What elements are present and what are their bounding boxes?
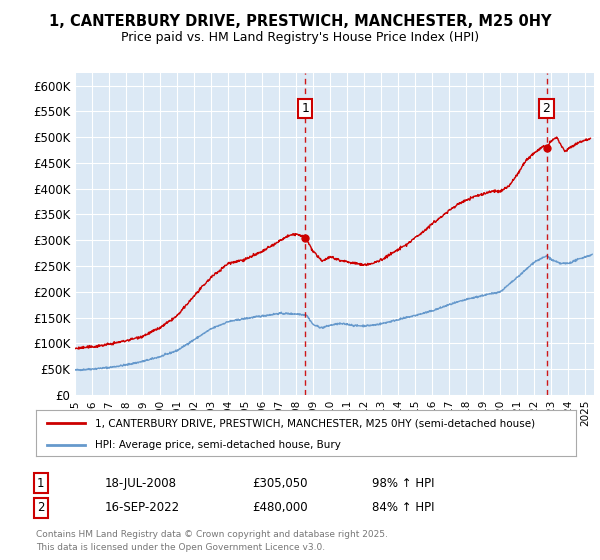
Text: £480,000: £480,000 [252,501,308,515]
Text: Price paid vs. HM Land Registry's House Price Index (HPI): Price paid vs. HM Land Registry's House … [121,31,479,44]
Text: 2: 2 [542,102,550,115]
Text: Contains HM Land Registry data © Crown copyright and database right 2025.: Contains HM Land Registry data © Crown c… [36,530,388,539]
Text: 16-SEP-2022: 16-SEP-2022 [105,501,180,515]
Text: HPI: Average price, semi-detached house, Bury: HPI: Average price, semi-detached house,… [95,440,341,450]
Text: 1, CANTERBURY DRIVE, PRESTWICH, MANCHESTER, M25 0HY (semi-detached house): 1, CANTERBURY DRIVE, PRESTWICH, MANCHEST… [95,418,536,428]
Text: 1: 1 [37,477,44,490]
Text: 18-JUL-2008: 18-JUL-2008 [105,477,177,490]
Text: This data is licensed under the Open Government Licence v3.0.: This data is licensed under the Open Gov… [36,543,325,552]
Text: 1, CANTERBURY DRIVE, PRESTWICH, MANCHESTER, M25 0HY: 1, CANTERBURY DRIVE, PRESTWICH, MANCHEST… [49,14,551,29]
Text: 98% ↑ HPI: 98% ↑ HPI [372,477,434,490]
Text: £305,050: £305,050 [252,477,308,490]
Text: 2: 2 [37,501,44,515]
Text: 1: 1 [301,102,310,115]
Text: 84% ↑ HPI: 84% ↑ HPI [372,501,434,515]
